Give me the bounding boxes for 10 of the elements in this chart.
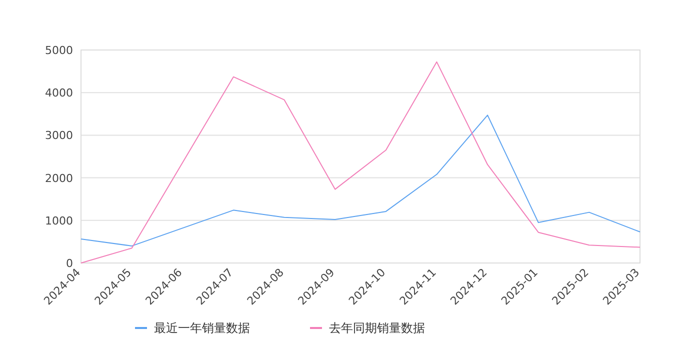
y-tick-label: 2000	[45, 172, 73, 185]
y-tick-label: 0	[66, 257, 73, 270]
line-series	[80, 61, 640, 264]
legend-label: 最近一年销量数据	[154, 321, 250, 335]
y-tick-label: 4000	[45, 86, 73, 100]
line-series	[80, 114, 640, 246]
y-tick-label: 3000	[45, 129, 73, 142]
legend-label: 去年同期销量数据	[329, 321, 425, 335]
y-tick-label: 1000	[45, 214, 73, 228]
y-tick-label: 5000	[45, 44, 73, 57]
